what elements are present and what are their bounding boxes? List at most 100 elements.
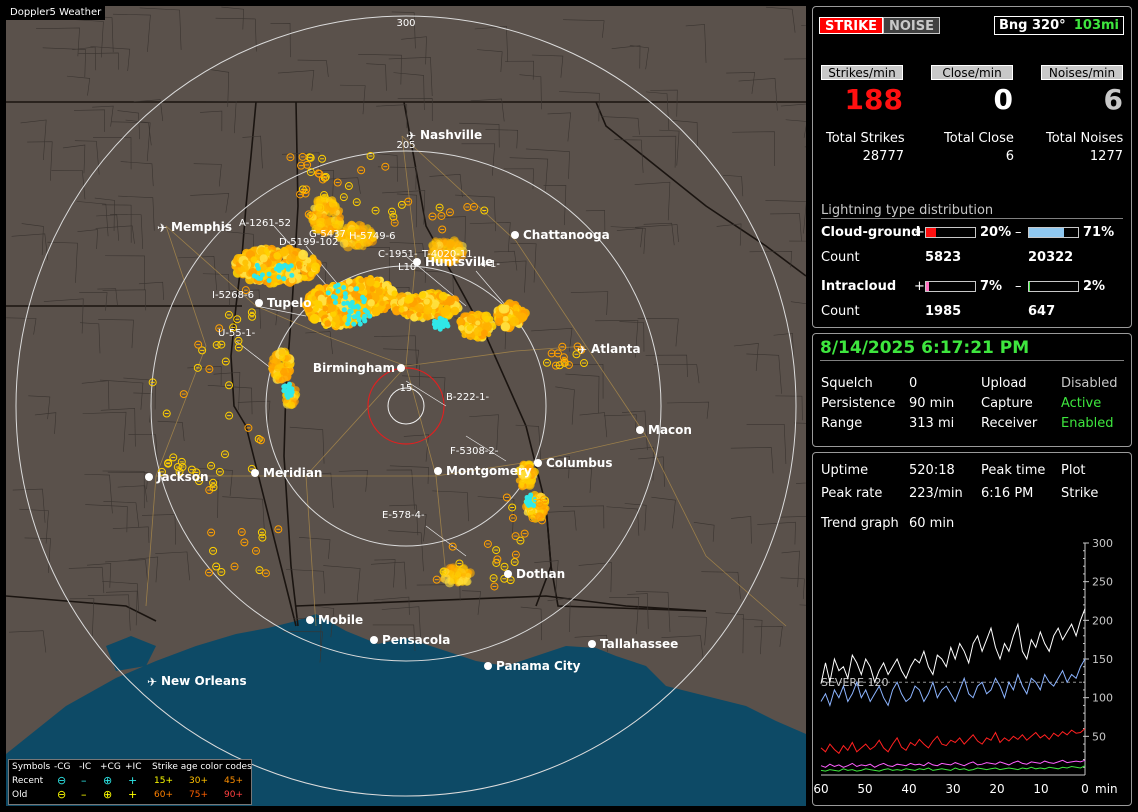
y-tick-label: 150	[1092, 653, 1113, 666]
ring-label-15: 15	[400, 383, 413, 394]
ic-negative-bar	[1028, 281, 1079, 292]
peak-rate-label: Peak rate	[821, 486, 883, 501]
legend-old-pos-cg-icon: ⊕	[103, 788, 113, 801]
bearing-range-text: 103mi	[1073, 18, 1119, 33]
trend-graph-label: Trend graph	[821, 516, 899, 531]
cg-negative-pct: 71%	[1083, 225, 1115, 240]
city-label: Tupelo	[267, 296, 312, 310]
cg-negative-bar	[1028, 227, 1079, 238]
peak-time-label: Peak time	[981, 463, 1046, 478]
city-label: Birmingham	[313, 361, 395, 375]
settings-panel: 8/14/2025 6:17:21 PM Squelch 0 Upload Di…	[812, 333, 1132, 447]
distribution-title: Lightning type distribution	[821, 203, 994, 218]
lightning-map[interactable]: 300 205 15 ✈ Nashville ✈ Memphis Chattanooga…	[5, 6, 841, 806]
legend-age-15: 15+	[154, 776, 173, 786]
x-tick-label: 0	[1081, 782, 1089, 796]
distribution-divider	[821, 218, 1123, 219]
cell-label: B-222-1-	[446, 392, 490, 403]
city-dot-icon	[306, 616, 314, 624]
cell-label: T-4020-11	[421, 249, 473, 260]
cell-label: D-5199-102	[279, 237, 338, 248]
cell-label: C-1951-	[378, 249, 418, 260]
strike-clusters	[231, 193, 550, 588]
cg-positive-bar	[925, 227, 976, 238]
strike-mode-button[interactable]: STRIKE	[819, 17, 884, 34]
city-dot-icon	[588, 640, 596, 648]
cg-count-label: Count	[821, 250, 860, 265]
legend-symbols-label: Symbols	[12, 762, 51, 772]
legend-age-title: Strike age color codes	[152, 762, 252, 772]
city-label: Chattanooga	[523, 228, 610, 242]
persistence-value: 90 min	[909, 396, 955, 411]
city-dot-icon	[484, 662, 492, 670]
city-label: Macon	[648, 423, 692, 437]
airport-icon: ✈	[577, 343, 587, 357]
ic-plus-sign: +	[914, 279, 925, 294]
legend-old-neg-ic-icon: –	[81, 788, 87, 801]
gulf-water	[6, 614, 806, 806]
trend-series	[820, 608, 1086, 772]
x-tick-label: 40	[901, 782, 916, 796]
severe-threshold-label: SEVERE 120	[821, 676, 889, 689]
ic-negative-count: 647	[1028, 304, 1056, 319]
city-label: Meridian	[263, 466, 322, 480]
city-label: Montgomery	[446, 464, 532, 478]
total-strikes-value: 28777	[862, 149, 904, 164]
plot-value[interactable]: Strike	[1061, 486, 1099, 501]
upload-value[interactable]: Disabled	[1061, 376, 1118, 391]
uptime-value: 520:18	[909, 463, 955, 478]
city-dot-icon	[534, 459, 542, 467]
capture-value[interactable]: Active	[1061, 396, 1102, 411]
receiver-value[interactable]: Enabled	[1061, 416, 1114, 431]
brand-text: Doppler5 Weather	[10, 7, 102, 18]
legend-age-75: 75+	[189, 790, 208, 800]
range-value: 313 mi	[909, 416, 955, 431]
city-dot-icon	[145, 473, 153, 481]
cell-label: L10	[398, 262, 416, 273]
city-dot-icon	[397, 364, 405, 372]
trend-panel: Uptime 520:18 Peak time Plot Peak rate 2…	[812, 452, 1132, 806]
total-noises-label: Total Noises	[1046, 131, 1124, 146]
legend-recent-neg-ic-icon: –	[81, 774, 87, 787]
ic-minus-sign: –	[1015, 279, 1022, 294]
trend-graph-value[interactable]: 60 min	[909, 516, 955, 531]
city-label: Pensacola	[382, 633, 450, 647]
trend-line-3	[820, 759, 1086, 768]
uptime-label: Uptime	[821, 463, 869, 478]
city-markers: ✈ Nashville✈ MemphisChattanoogaHuntsvilleT…	[145, 128, 692, 689]
strike-stats-panel: STRIKE NOISE Bng 320° 103mi Strikes/min …	[812, 6, 1132, 328]
legend-age-60: 60+	[154, 790, 173, 800]
y-tick-label: 100	[1092, 692, 1113, 705]
date-time: 8/14/2025 6:17:21 PM	[820, 338, 1030, 358]
city-dot-icon	[636, 426, 644, 434]
legend-age-90: 90+	[224, 790, 243, 800]
persistence-label: Persistence	[821, 396, 896, 411]
cloud-ground-label: Cloud-ground	[821, 225, 921, 240]
ic-negative-fill	[1029, 282, 1030, 291]
map-canvas[interactable]: 300 205 15 ✈ Nashville ✈ Memphis Chattanooga…	[5, 6, 841, 806]
intracloud-label: Intracloud	[821, 279, 897, 294]
airport-icon: ✈	[157, 221, 167, 235]
city-label: Panama City	[496, 659, 581, 673]
y-tick-label: 50	[1092, 730, 1106, 743]
city-dot-icon	[255, 299, 263, 307]
city-dot-icon	[511, 231, 519, 239]
bearing-text: Bng 320°	[999, 18, 1066, 33]
noises-per-min-label: Noises/min	[1041, 65, 1123, 80]
range-rings	[15, 15, 797, 797]
ring-label-300: 300	[396, 18, 415, 29]
squelch-label: Squelch	[821, 376, 873, 391]
cell-label: A-1261-52	[239, 218, 291, 229]
city-label: Huntsville	[425, 255, 493, 269]
x-tick-label: 50	[857, 782, 872, 796]
total-close-label: Total Close	[944, 131, 1014, 146]
legend-col-neg-cg: -CG	[54, 762, 71, 772]
cell-label: E-578-4-	[382, 510, 425, 521]
noise-mode-button[interactable]: NOISE	[883, 17, 941, 34]
datetime-divider	[820, 360, 1124, 361]
strikes-per-min-label: Strikes/min	[821, 65, 903, 80]
louisiana-marsh	[106, 636, 156, 671]
